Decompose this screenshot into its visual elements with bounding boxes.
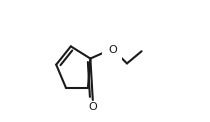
Text: O: O [88, 102, 97, 112]
Text: O: O [108, 45, 117, 55]
